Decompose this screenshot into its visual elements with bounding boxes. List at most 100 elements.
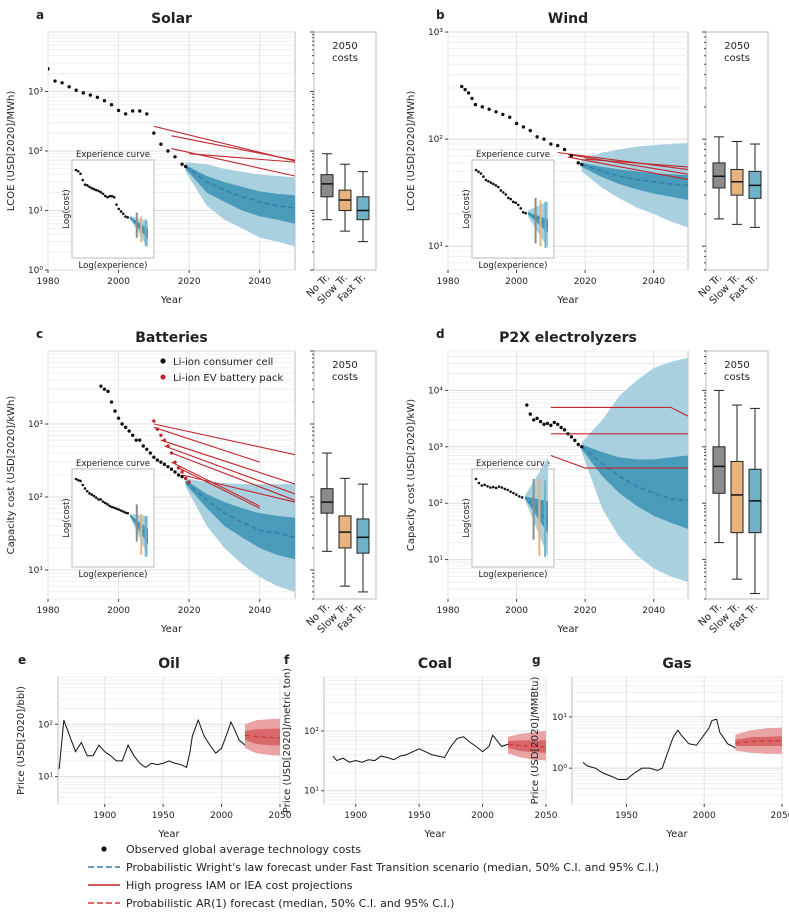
inset-ci50: [130, 216, 148, 240]
observed-point: [120, 422, 124, 426]
observed-point: [580, 445, 584, 449]
box-iqr: [730, 460, 744, 534]
inset-ci95: [130, 215, 148, 248]
inset-point: [499, 189, 503, 192]
inset-point: [83, 183, 87, 186]
panel-d: P2X electrolyzers d Year Capacity cost (USD…: [406, 327, 769, 636]
inset-point: [474, 168, 478, 172]
inset-point: [487, 179, 490, 183]
x-tick-label: 2050: [269, 811, 292, 821]
forecast-median-line: [507, 743, 546, 748]
y-tick-label: 10³: [428, 28, 443, 38]
inset-x-label: Log(experience): [79, 570, 148, 580]
inset-title: Experience curve: [76, 150, 150, 160]
x-tick-label: 2020: [574, 277, 597, 287]
observed-point: [473, 102, 478, 107]
observed-point: [569, 435, 574, 439]
observed-point: [566, 432, 570, 436]
inset-ci95: [130, 513, 148, 557]
y-axis-label: Price (USD[2020]/metric ton): [282, 668, 293, 813]
inset-point: [492, 182, 495, 186]
y-tick-label: 10²: [428, 499, 443, 509]
inset-point: [121, 510, 125, 513]
panel-g: Gas g Year Price (USD[2020]/MMBtu) 1950 2000 2…: [530, 653, 789, 840]
box-title-line2: costs: [332, 372, 358, 383]
observed-point: [106, 389, 110, 394]
observed-point: [538, 419, 543, 424]
inset-point: [94, 496, 98, 499]
inset-point: [486, 484, 489, 488]
plot-body: [460, 84, 688, 228]
inset-point: [124, 511, 127, 514]
x-axis-label: Year: [157, 829, 180, 840]
inset-point: [479, 172, 483, 175]
projection-line: [189, 153, 295, 163]
inset-point: [88, 492, 91, 495]
observed-ev-point: [166, 444, 170, 448]
y-tick-label: 10²: [304, 727, 319, 737]
inset-point: [108, 194, 112, 198]
observed-point: [166, 149, 170, 153]
x-axis-label: Year: [160, 295, 183, 306]
observed-point: [95, 95, 100, 99]
observed-point: [180, 474, 184, 479]
legend-entry-iam: High progress IAM or IEA cost projection…: [126, 879, 353, 892]
observed-point: [145, 112, 149, 116]
inset-y-label: Log(cost): [462, 498, 472, 537]
x-tick-label: 2000: [107, 606, 130, 616]
observed-point: [148, 451, 153, 455]
inset-point: [103, 194, 107, 198]
observed-point: [141, 444, 145, 448]
observed-point: [134, 438, 138, 442]
inset-point: [119, 509, 123, 512]
observed-point: [159, 142, 163, 146]
inset-point: [509, 197, 513, 201]
observed-point: [162, 462, 167, 467]
x-axis-label: Year: [665, 829, 688, 840]
inset-point: [119, 210, 123, 213]
inset-point: [474, 477, 478, 481]
x-tick-label: 1980: [437, 606, 460, 616]
observed-ev-point: [162, 438, 167, 442]
box-title-line1: 2050: [724, 41, 749, 52]
panel-letter: b: [436, 8, 445, 22]
projection-line: [171, 135, 295, 161]
box-iqr: [356, 196, 370, 221]
inset-experience-curve: Experience curve Log(experience) Log(cost): [462, 458, 555, 580]
y-tick-label: 10²: [38, 720, 53, 730]
observed-point: [109, 400, 114, 404]
projection-line: [567, 153, 688, 175]
observed-point: [562, 428, 567, 432]
observed-point: [514, 121, 519, 126]
inset-point: [81, 483, 85, 487]
inset-point: [503, 487, 507, 491]
panel-a: Solar a Year LCOE (USD[2020]/MWh) 1980 2000 20…: [6, 8, 377, 307]
observed-point: [123, 112, 128, 116]
inset-point: [76, 478, 80, 482]
projection-line: [153, 423, 295, 456]
inset-point: [494, 184, 498, 187]
observed-point: [569, 154, 574, 158]
observed-point: [532, 418, 536, 422]
inset-point: [506, 488, 509, 492]
projection-line: [585, 158, 688, 168]
inset-experience-curve: Experience curve Log(experience) Log(cost): [462, 150, 555, 271]
y-tick-label: 10³: [428, 443, 443, 453]
observed-point: [525, 403, 529, 407]
x-tick-label: 2020: [178, 277, 201, 287]
y-tick-label: 10²: [28, 147, 43, 157]
observed-point: [573, 438, 577, 443]
inset-ci50: [130, 514, 148, 545]
observed-point: [521, 125, 526, 129]
projection-line: [181, 474, 295, 503]
inset-ci50: [524, 496, 548, 534]
observed-point: [152, 131, 156, 135]
observed-point: [99, 384, 103, 388]
y-axis-label: Price (USD[2020]/bbl): [16, 686, 27, 795]
inset-point: [74, 477, 78, 481]
x-tick-label: 2040: [642, 606, 665, 616]
legend-entry-wright: Probabilistic Wright's law forecast unde…: [126, 861, 659, 874]
projection-line: [178, 467, 260, 509]
inset-point: [126, 511, 130, 515]
inset-point: [94, 188, 98, 192]
